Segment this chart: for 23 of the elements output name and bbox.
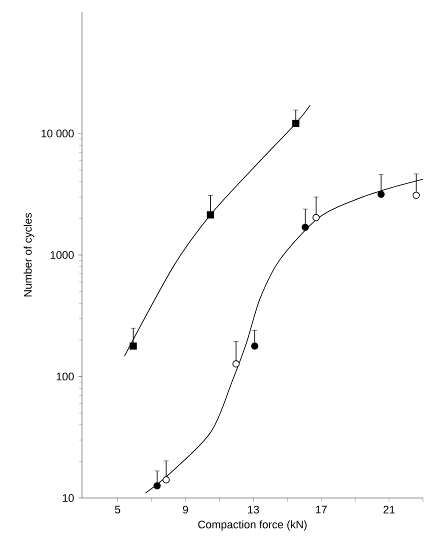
x-tick-label: 21	[384, 506, 395, 514]
point	[312, 214, 320, 222]
y-axis-title: Number of cycles	[24, 213, 34, 296]
line-series	[124, 104, 311, 357]
point	[378, 190, 385, 198]
x-tick-label: 17	[316, 506, 327, 514]
x-tick-label: 5	[115, 506, 120, 514]
x-tick-label: 13	[248, 506, 259, 514]
point	[154, 482, 161, 490]
point	[302, 224, 309, 231]
x-axis-title: Compaction force (kN)	[198, 520, 307, 531]
y-tick-label: 10 000	[42, 130, 74, 138]
point	[292, 120, 300, 128]
y-tick-label: 100	[56, 372, 74, 380]
point	[412, 192, 420, 199]
point	[232, 360, 240, 368]
point	[162, 476, 170, 484]
y-tick-label: 1000	[50, 251, 74, 259]
point	[206, 211, 214, 218]
x-tick-label: 9	[182, 506, 188, 514]
point	[130, 342, 137, 350]
point	[251, 342, 258, 350]
y-tick-label: 10	[62, 494, 74, 502]
